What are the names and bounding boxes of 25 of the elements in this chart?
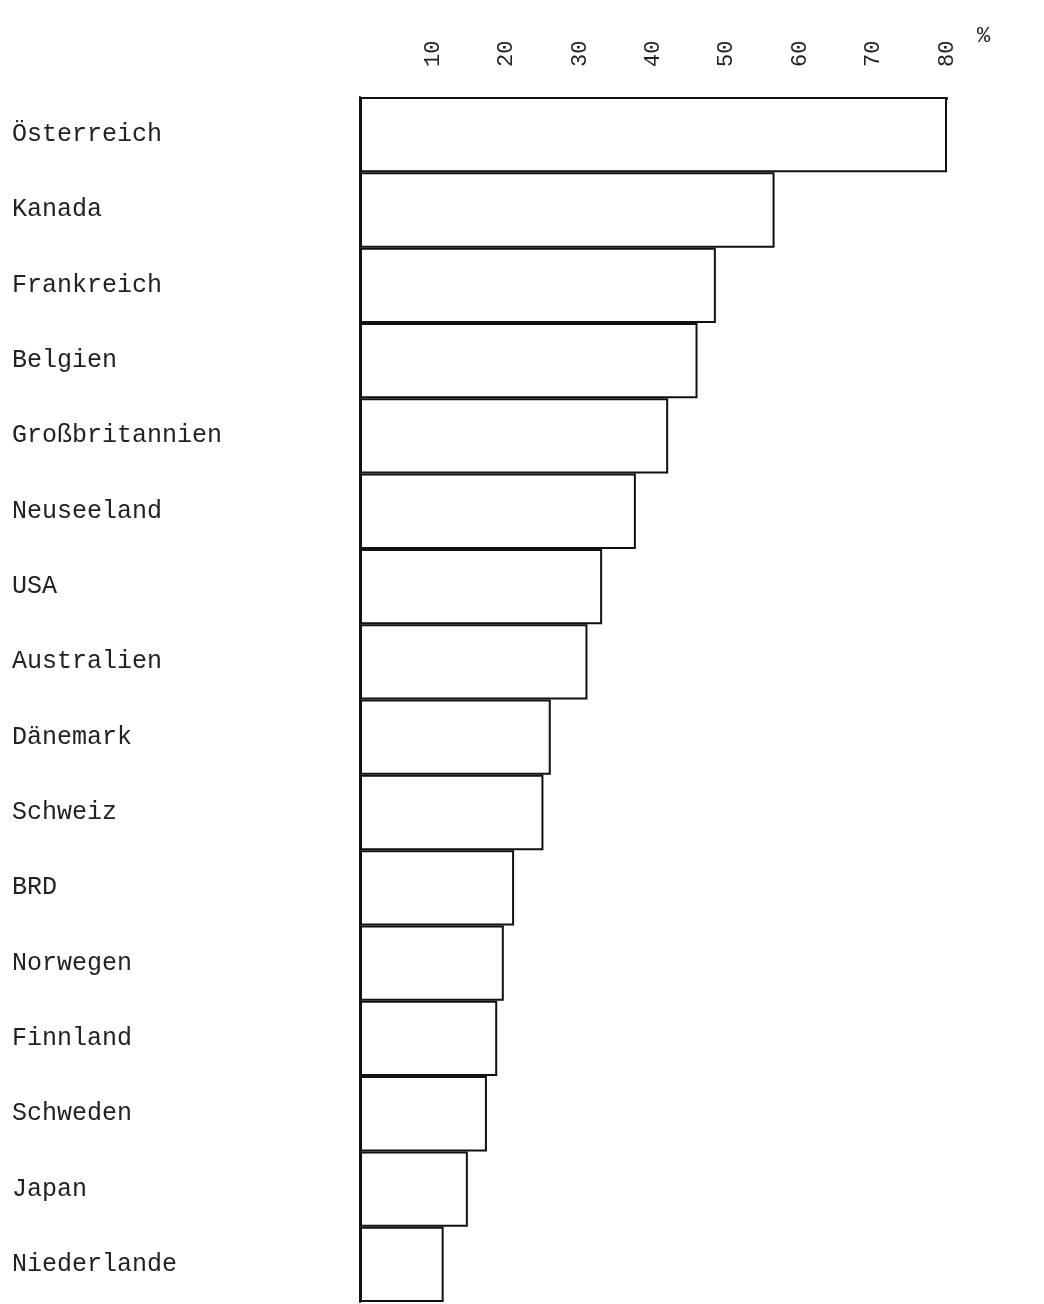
y-tick-label: Schweden bbox=[12, 1099, 133, 1129]
y-tick-label: Kanada bbox=[12, 195, 103, 225]
x-tick-label: 30 bbox=[567, 40, 593, 67]
x-tick-label: 10 bbox=[420, 40, 446, 67]
y-tick-label: Großbritannien bbox=[12, 421, 223, 451]
y-tick-label: Österreich bbox=[12, 120, 163, 150]
y-tick-label: Finnland bbox=[12, 1023, 133, 1053]
y-tick-label: Japan bbox=[12, 1174, 88, 1204]
y-tick-label: USA bbox=[12, 572, 58, 602]
x-tick-label: 70 bbox=[861, 40, 887, 67]
y-tick-label: Neuseeland bbox=[12, 496, 163, 526]
y-tick-label: Belgien bbox=[12, 346, 118, 376]
x-axis-title: % bbox=[977, 23, 991, 49]
x-tick-label: 50 bbox=[714, 40, 740, 67]
y-tick-label: Frankreich bbox=[12, 270, 163, 300]
y-tick-label: Schweiz bbox=[12, 797, 118, 827]
x-tick-label: 80 bbox=[934, 40, 960, 67]
y-tick-label: BRD bbox=[12, 873, 58, 903]
y-tick-label: Norwegen bbox=[12, 948, 133, 978]
x-tick-label: 20 bbox=[494, 40, 520, 67]
y-tick-label: Niederlande bbox=[12, 1249, 178, 1279]
y-tick-label: Australien bbox=[12, 647, 163, 677]
y-tick-label: Dänemark bbox=[12, 722, 133, 752]
x-tick-label: 40 bbox=[641, 40, 666, 67]
x-tick-label: 60 bbox=[787, 40, 813, 67]
